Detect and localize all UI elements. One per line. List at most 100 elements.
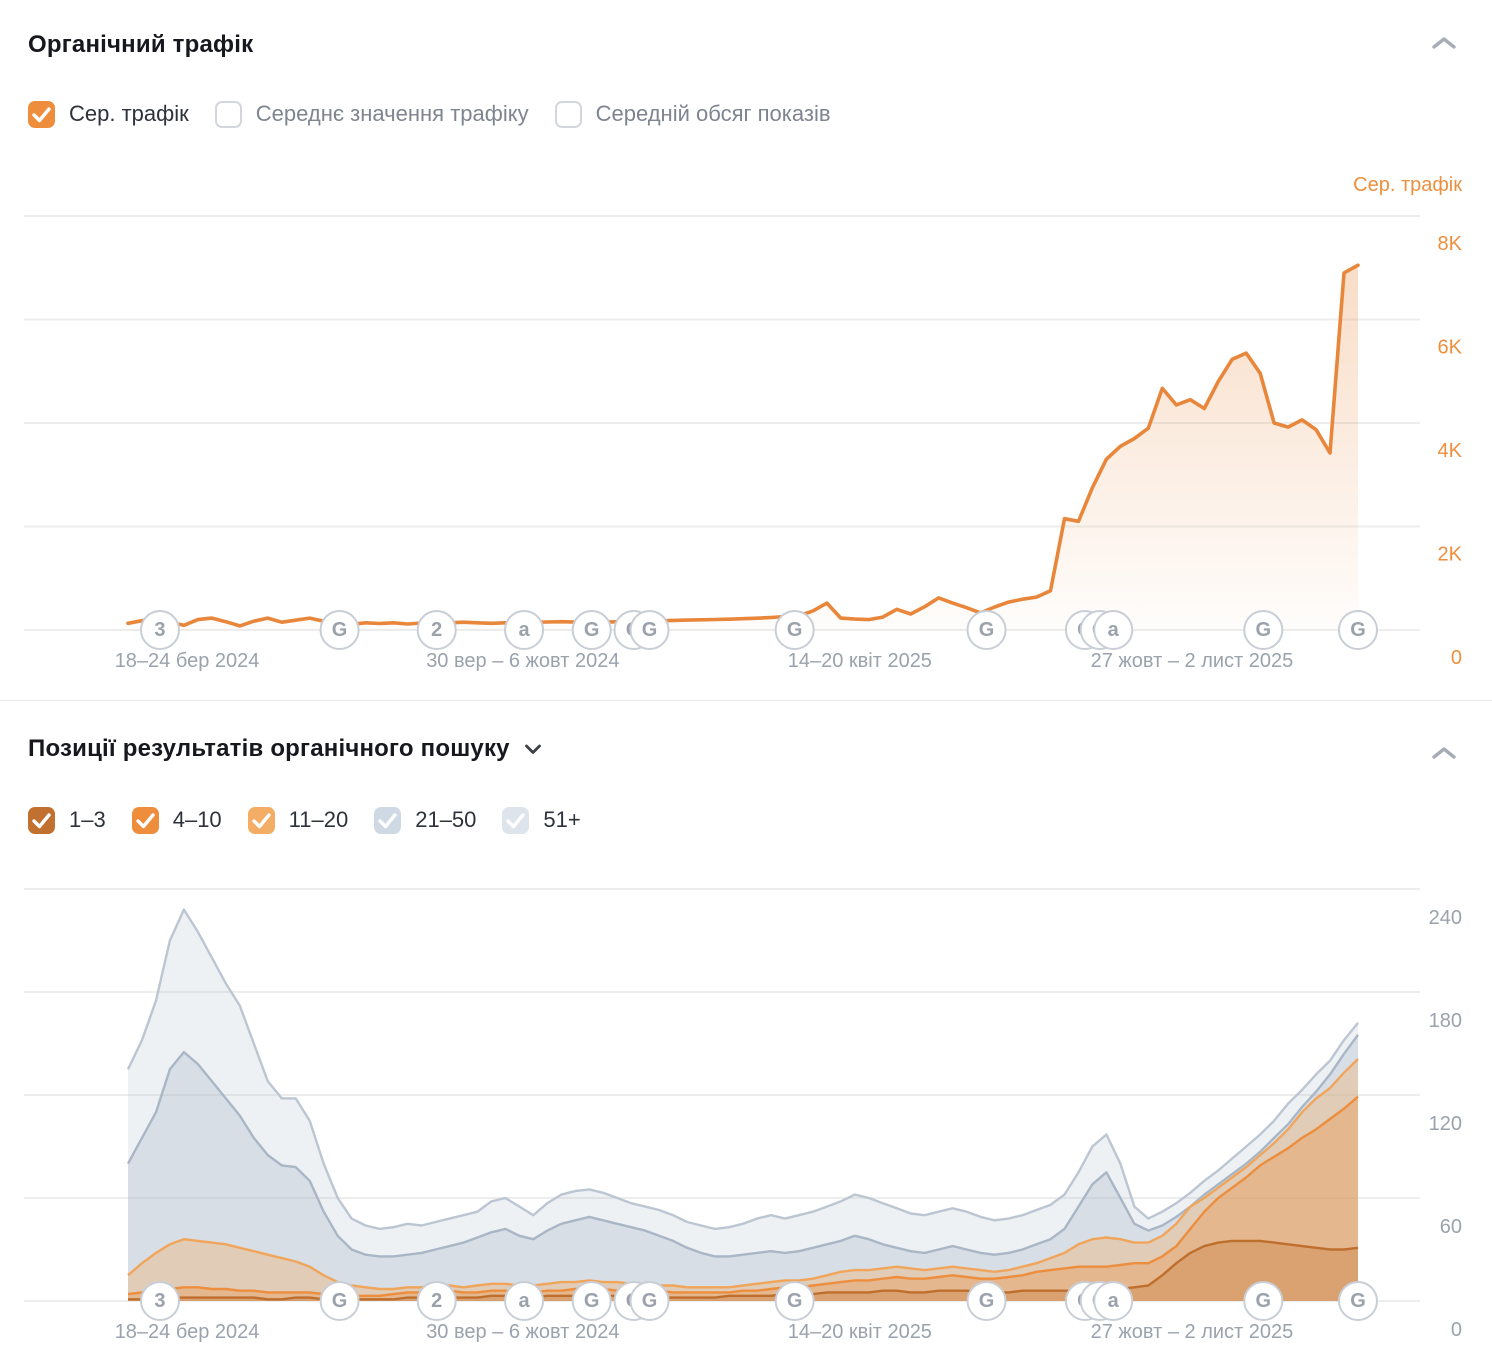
marker-circle-icon[interactable] bbox=[1338, 610, 1378, 650]
y-tick-label: 6K bbox=[1438, 337, 1463, 359]
legend-label[interactable]: 4–10 bbox=[172, 807, 222, 832]
y-tick-label: 120 bbox=[1429, 1113, 1462, 1135]
marker-circle-icon[interactable] bbox=[139, 610, 180, 650]
marker-circle-icon[interactable] bbox=[416, 1281, 457, 1321]
legend-item-pos-1-3[interactable]: 1–3 bbox=[28, 806, 106, 834]
algorithm-update-marker[interactable]: G bbox=[629, 610, 670, 650]
collapse-positions-panel-button[interactable] bbox=[1424, 738, 1464, 772]
marker-circle-icon[interactable] bbox=[629, 610, 670, 650]
marker-letter: G bbox=[1256, 1290, 1272, 1312]
marker-circle-icon[interactable] bbox=[504, 610, 545, 650]
marker-letter: G bbox=[979, 1290, 995, 1312]
legend-label[interactable]: Сер. трафік bbox=[69, 101, 189, 126]
marker-circle-icon[interactable] bbox=[1338, 1281, 1378, 1321]
checkbox-checked-icon[interactable] bbox=[28, 100, 55, 128]
marker-letter: 2 bbox=[431, 619, 442, 641]
marker-circle-icon[interactable] bbox=[571, 1281, 612, 1321]
collapse-traffic-panel-button[interactable] bbox=[1424, 28, 1464, 62]
algorithm-update-marker[interactable]: G bbox=[1338, 610, 1378, 650]
marker-circle-icon[interactable] bbox=[1243, 610, 1284, 650]
algorithm-update-marker[interactable]: a bbox=[1093, 610, 1134, 650]
legend-item-avg-impressions[interactable]: Середній обсяг показів bbox=[554, 100, 831, 128]
algorithm-update-marker[interactable]: G bbox=[774, 610, 815, 650]
chevron-down-icon bbox=[524, 743, 542, 755]
chevron-up-icon bbox=[1431, 745, 1457, 766]
marker-circle-icon[interactable] bbox=[629, 1281, 670, 1321]
marker-letter: G bbox=[332, 1290, 348, 1312]
checkbox-checked-icon[interactable] bbox=[502, 806, 530, 834]
marker-circle-icon[interactable] bbox=[504, 1281, 545, 1321]
marker-letter: G bbox=[332, 619, 348, 641]
legend-label[interactable]: 1–3 bbox=[69, 807, 106, 832]
marker-circle-icon[interactable] bbox=[1243, 1281, 1284, 1321]
legend-label[interactable]: 21–50 bbox=[415, 807, 477, 832]
y-tick-label: 180 bbox=[1429, 1010, 1462, 1032]
legend-item-avg-traffic-value[interactable]: Середнє значення трафіку bbox=[214, 100, 529, 128]
algorithm-update-marker[interactable]: 2 bbox=[416, 610, 457, 650]
algorithm-update-marker[interactable]: 3 bbox=[139, 610, 180, 650]
checkbox-unchecked-icon[interactable] bbox=[554, 100, 582, 128]
checkbox-checked-icon[interactable] bbox=[131, 806, 159, 834]
y-axis-title: Сер. трафік bbox=[1353, 174, 1462, 196]
legend-label[interactable]: 51+ bbox=[543, 807, 581, 832]
checkbox-checked-icon[interactable] bbox=[247, 806, 275, 834]
marker-circle-icon[interactable] bbox=[966, 1281, 1007, 1321]
legend-item-pos-4-10[interactable]: 4–10 bbox=[131, 806, 222, 834]
algorithm-update-marker[interactable]: G bbox=[966, 610, 1007, 650]
y-tick-label: 240 bbox=[1429, 907, 1462, 929]
checkbox-checked-icon[interactable] bbox=[374, 806, 402, 834]
marker-letter: G bbox=[787, 619, 803, 641]
y-tick-label: 4K bbox=[1438, 440, 1463, 462]
algorithm-update-marker[interactable]: 3 bbox=[139, 1281, 180, 1321]
marker-circle-icon[interactable] bbox=[774, 1281, 815, 1321]
marker-circle-icon[interactable] bbox=[1093, 610, 1134, 650]
legend-label[interactable]: Середнє значення трафіку bbox=[255, 101, 529, 126]
legend-item-pos-11-20[interactable]: 11–20 bbox=[247, 806, 349, 834]
positions-area-21–50 bbox=[128, 1034, 1358, 1301]
legend-item-pos-51plus[interactable]: 51+ bbox=[502, 806, 581, 834]
algorithm-update-marker[interactable]: G bbox=[571, 610, 612, 650]
positions-line-11–20 bbox=[127, 1058, 1359, 1291]
algorithm-update-marker[interactable]: G bbox=[319, 1281, 360, 1321]
legend-label[interactable]: 11–20 bbox=[288, 807, 349, 832]
algorithm-update-marker[interactable]: G bbox=[571, 1281, 612, 1321]
organic-traffic-title-text: Органічний трафік bbox=[28, 31, 254, 58]
algorithm-update-marker[interactable]: G bbox=[629, 1281, 670, 1321]
traffic-area-fill bbox=[128, 265, 1358, 630]
marker-circle-icon[interactable] bbox=[571, 610, 612, 650]
marker-circle-icon[interactable] bbox=[774, 610, 815, 650]
algorithm-update-marker[interactable]: G bbox=[774, 1281, 815, 1321]
algorithm-update-marker[interactable]: G bbox=[1243, 1281, 1284, 1321]
x-tick-label: 14–20 квіт 2025 bbox=[788, 1321, 932, 1343]
marker-letter: G bbox=[787, 1290, 803, 1312]
algorithm-update-marker[interactable]: a bbox=[504, 1281, 545, 1321]
marker-circle-icon[interactable] bbox=[416, 610, 457, 650]
organic-traffic-title: Органічний трафік bbox=[28, 31, 253, 59]
marker-circle-icon[interactable] bbox=[319, 610, 360, 650]
legend-label[interactable]: Середній обсяг показів bbox=[595, 101, 831, 126]
panel-divider bbox=[0, 700, 1492, 701]
y-tick-label: 8K bbox=[1438, 233, 1463, 255]
marker-circle-icon[interactable] bbox=[139, 1281, 180, 1321]
algorithm-update-marker[interactable]: a bbox=[504, 610, 545, 650]
algorithm-update-marker[interactable]: G bbox=[1338, 1281, 1378, 1321]
marker-letter: G bbox=[1256, 619, 1272, 641]
algorithm-update-marker[interactable]: G bbox=[319, 610, 360, 650]
positions-area-1–3 bbox=[128, 1240, 1358, 1301]
legend-item-avg-traffic[interactable]: Сер. трафік bbox=[28, 100, 189, 128]
marker-circle-icon[interactable] bbox=[966, 610, 1007, 650]
checkbox-checked-icon[interactable] bbox=[28, 806, 55, 834]
marker-circle-icon[interactable] bbox=[319, 1281, 360, 1321]
positions-area-51+ bbox=[128, 909, 1358, 1301]
algorithm-update-marker[interactable]: G bbox=[1243, 610, 1284, 650]
checkbox-unchecked-icon[interactable] bbox=[214, 100, 242, 128]
x-tick-label: 27 жовт – 2 лист 2025 bbox=[1091, 650, 1294, 672]
algorithm-update-marker[interactable]: 2 bbox=[416, 1281, 457, 1321]
legend-item-pos-21-50[interactable]: 21–50 bbox=[374, 806, 477, 834]
marker-circle-icon[interactable] bbox=[1093, 1281, 1134, 1321]
algorithm-update-marker[interactable]: G bbox=[966, 1281, 1007, 1321]
marker-letter: G bbox=[584, 1290, 600, 1312]
positions-title[interactable]: Позиції результатів органічного пошуку bbox=[28, 735, 542, 763]
algorithm-update-marker[interactable]: a bbox=[1093, 1281, 1134, 1321]
